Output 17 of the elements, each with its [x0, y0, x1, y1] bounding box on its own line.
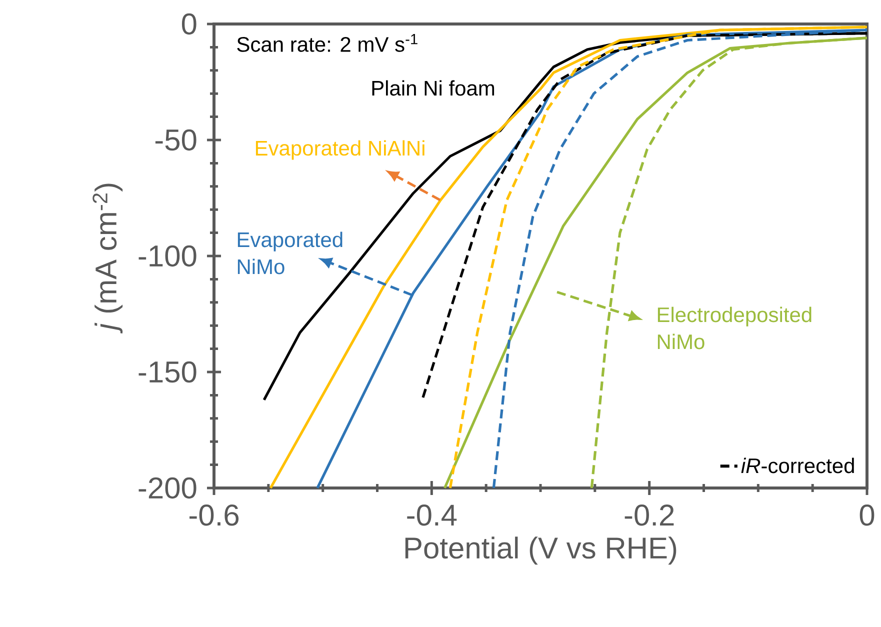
y-tick-label: 0: [182, 13, 196, 35]
series-label: Plain Ni foam: [372, 80, 494, 96]
x-tick-label: 0: [860, 504, 874, 526]
legend-label: Electrodeposited NiMo: [658, 306, 812, 350]
text: Evaporated NiMo: [238, 232, 342, 274]
y-tick-label: -200: [138, 477, 196, 499]
x-tick-label: -0.2: [624, 504, 674, 526]
x-tick-label: -0.6: [189, 504, 239, 526]
series-label: Evaporated NiAlNi: [256, 140, 424, 160]
y-tick-label: -100: [138, 245, 196, 267]
x-axis-title: Potential (V vs RHE): [405, 536, 676, 565]
y-axis-title: j (mA cm$^{-2}$): [92, 184, 123, 334]
legend-label: iR-corrected: [741, 458, 854, 474]
y-tick-label: -50: [155, 129, 196, 151]
y-tick-label: -150: [138, 361, 196, 383]
x-tick-label: -0.4: [407, 504, 457, 526]
annotation: Scan rate: 2 mV s$^{-1}$: [237, 34, 418, 52]
